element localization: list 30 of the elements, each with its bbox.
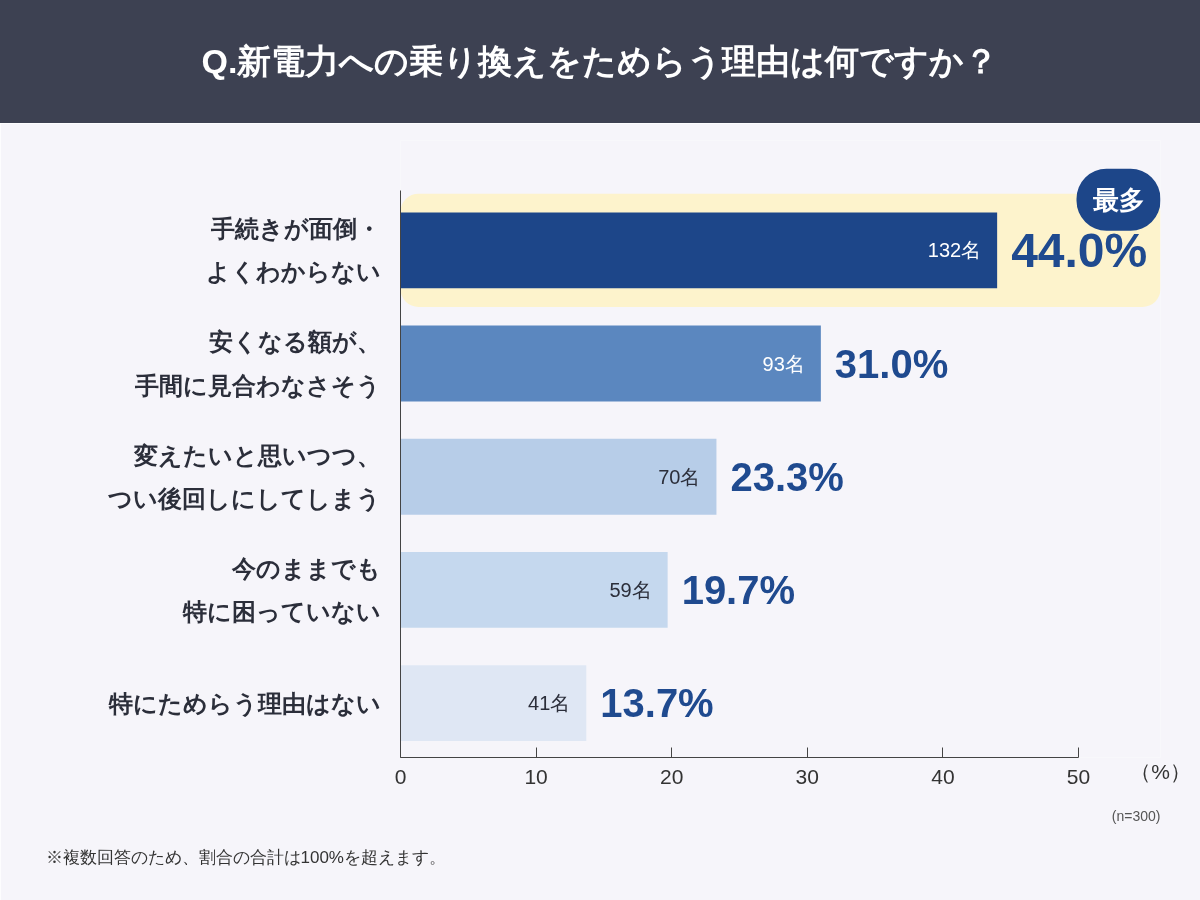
bar	[400, 438, 717, 515]
x-tick-label: 10	[524, 764, 548, 788]
annotation: 70名	[658, 465, 701, 488]
y-tick-label: 安くなる額が、手間に見合わなさそう	[133, 328, 381, 400]
data-label: 19.7%	[681, 567, 796, 612]
x-tick-label: 20	[660, 764, 684, 788]
data-label: 13.7%	[600, 681, 714, 726]
y-tick-label: 変えたいと思いつつ、つい後回しにしてしまう	[107, 441, 381, 513]
annotation: 93名	[762, 352, 805, 375]
chart-title: Q.新電力への乗り換えをためらう理由は何ですか？	[0, 0, 1200, 123]
x-tick-label: 30	[795, 764, 819, 788]
text: (n=300)	[1111, 807, 1161, 824]
x-tick-label: 0	[394, 764, 407, 788]
x-axis-title: （%）	[1130, 759, 1191, 783]
band-label: 最多	[1091, 184, 1145, 215]
annotation: 132名	[927, 239, 982, 262]
bar	[400, 325, 821, 402]
annotation: 41名	[528, 692, 571, 715]
y-tick-label: 特にためらう理由はない	[107, 689, 381, 718]
data-label: 31.0%	[834, 341, 949, 386]
bar	[400, 665, 587, 742]
data-label: 23.3%	[730, 454, 844, 499]
x-tick-label: 50	[1066, 764, 1091, 788]
text: ※複数回答のため、割合の合計は100%を超えます。	[45, 847, 446, 867]
data-label: 44.0%	[1011, 223, 1148, 277]
y-tick-label: 手続きが面倒・よくわからない	[205, 215, 381, 286]
x-tick-label: 40	[931, 764, 955, 788]
y-tick-label: 今のままでも特に困っていない	[181, 554, 381, 626]
annotation: 59名	[609, 578, 652, 601]
bar	[400, 552, 668, 628]
